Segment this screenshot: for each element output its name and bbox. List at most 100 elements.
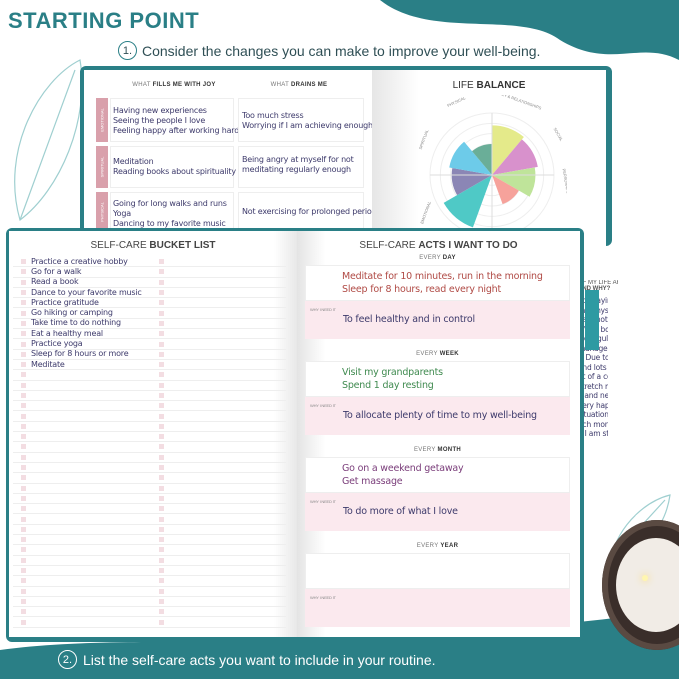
checkbox[interactable] bbox=[159, 331, 164, 337]
why-field[interactable]: WHY I NEED IT To allocate plenty of time … bbox=[305, 397, 570, 435]
checkbox[interactable] bbox=[21, 444, 26, 450]
checkbox[interactable] bbox=[21, 609, 26, 615]
checkbox[interactable] bbox=[21, 568, 26, 574]
acts-page: SELF-CARE ACTS I WANT TO DO EVERY DAY Me… bbox=[297, 231, 580, 637]
checkbox[interactable] bbox=[21, 465, 26, 471]
acts-section-year: EVERY YEAR WHY I NEED IT bbox=[305, 543, 570, 627]
why-field[interactable]: WHY I NEED IT To do more of what I love bbox=[305, 493, 570, 531]
checkbox[interactable] bbox=[159, 588, 164, 594]
checkbox[interactable] bbox=[159, 372, 164, 378]
checkbox[interactable] bbox=[159, 423, 164, 429]
bucket-list-row bbox=[13, 566, 153, 577]
checkbox[interactable] bbox=[159, 300, 164, 306]
bucket-list-item: Meditate bbox=[31, 359, 65, 369]
checkbox[interactable] bbox=[159, 578, 164, 584]
checkbox[interactable] bbox=[159, 609, 164, 615]
bucket-list-row bbox=[13, 370, 153, 381]
checkbox[interactable] bbox=[21, 310, 26, 316]
checkbox[interactable] bbox=[159, 310, 164, 316]
acts-field[interactable]: Visit my grandparents Spend 1 day restin… bbox=[305, 361, 570, 397]
joy-cell: Going for long walks and runs Yoga Danci… bbox=[110, 192, 234, 232]
bucket-list-row bbox=[13, 587, 153, 597]
checkbox[interactable] bbox=[21, 279, 26, 285]
checkbox[interactable] bbox=[159, 290, 164, 296]
bucket-list-row bbox=[151, 566, 286, 577]
joy-cell: Having new experiences Seeing the people… bbox=[110, 98, 239, 142]
checkbox[interactable] bbox=[21, 382, 26, 388]
checkbox[interactable] bbox=[159, 568, 164, 574]
checkbox[interactable] bbox=[159, 506, 164, 512]
checkbox[interactable] bbox=[21, 557, 26, 563]
checkbox[interactable] bbox=[159, 341, 164, 347]
checkbox[interactable] bbox=[159, 547, 164, 553]
checkbox[interactable] bbox=[21, 362, 26, 368]
checkbox[interactable] bbox=[159, 557, 164, 563]
checkbox[interactable] bbox=[159, 351, 164, 357]
checkbox[interactable] bbox=[159, 444, 164, 450]
bucket-list-column bbox=[151, 257, 286, 628]
checkbox[interactable] bbox=[21, 423, 26, 429]
checkbox[interactable] bbox=[159, 259, 164, 265]
checkbox[interactable] bbox=[159, 526, 164, 532]
checkbox[interactable] bbox=[159, 269, 164, 275]
checkbox[interactable] bbox=[21, 588, 26, 594]
checkbox[interactable] bbox=[159, 320, 164, 326]
checkbox[interactable] bbox=[159, 537, 164, 543]
bucket-list-row bbox=[13, 411, 153, 422]
checkbox[interactable] bbox=[159, 413, 164, 419]
checkbox[interactable] bbox=[21, 372, 26, 378]
bucket-list-row bbox=[151, 288, 286, 299]
checkbox[interactable] bbox=[21, 485, 26, 491]
checkbox[interactable] bbox=[159, 598, 164, 604]
checkbox[interactable] bbox=[159, 465, 164, 471]
checkbox[interactable] bbox=[159, 485, 164, 491]
checkbox[interactable] bbox=[159, 403, 164, 409]
checkbox[interactable] bbox=[21, 598, 26, 604]
checkbox[interactable] bbox=[21, 475, 26, 481]
checkbox[interactable] bbox=[21, 619, 26, 625]
checkbox[interactable] bbox=[21, 454, 26, 460]
bucket-list-row: Go hiking or camping bbox=[13, 308, 153, 319]
checkbox[interactable] bbox=[159, 495, 164, 501]
checkbox[interactable] bbox=[159, 279, 164, 285]
checkbox[interactable] bbox=[21, 547, 26, 553]
checkbox[interactable] bbox=[21, 413, 26, 419]
checkbox[interactable] bbox=[21, 526, 26, 532]
bucket-list-row bbox=[13, 432, 153, 443]
acts-field[interactable]: Go on a weekend getaway Get massage bbox=[305, 457, 570, 493]
checkbox[interactable] bbox=[159, 619, 164, 625]
bucket-list-row bbox=[151, 484, 286, 494]
checkbox[interactable] bbox=[21, 578, 26, 584]
bucket-list-item: Go hiking or camping bbox=[31, 308, 113, 318]
checkbox[interactable] bbox=[21, 320, 26, 326]
why-field[interactable]: WHY I NEED IT To feel healthy and in cont… bbox=[305, 301, 570, 339]
checkbox[interactable] bbox=[21, 341, 26, 347]
checkbox[interactable] bbox=[159, 475, 164, 481]
checkbox[interactable] bbox=[21, 259, 26, 265]
checkbox[interactable] bbox=[21, 351, 26, 357]
checkbox[interactable] bbox=[21, 331, 26, 337]
checkbox[interactable] bbox=[21, 516, 26, 522]
bucket-list-row bbox=[151, 319, 286, 330]
checkbox[interactable] bbox=[159, 382, 164, 388]
checkbox[interactable] bbox=[21, 506, 26, 512]
checkbox[interactable] bbox=[159, 393, 164, 398]
checkbox[interactable] bbox=[21, 300, 26, 306]
checkbox[interactable] bbox=[21, 393, 26, 398]
checkbox[interactable] bbox=[21, 495, 26, 501]
acts-field[interactable]: Meditate for 10 minutes, run in the morn… bbox=[305, 265, 570, 301]
checkbox[interactable] bbox=[21, 403, 26, 409]
life-balance-title: LIFE BALANCE bbox=[452, 80, 526, 91]
acts-field[interactable] bbox=[305, 553, 570, 589]
checkbox[interactable] bbox=[159, 516, 164, 522]
step-text: Consider the changes you can make to imp… bbox=[142, 42, 541, 59]
checkbox[interactable] bbox=[159, 362, 164, 368]
checkbox[interactable] bbox=[159, 454, 164, 460]
checkbox[interactable] bbox=[21, 434, 26, 440]
checkbox[interactable] bbox=[21, 290, 26, 296]
why-field[interactable]: WHY I NEED IT bbox=[305, 589, 570, 627]
wheel-label: SOCIAL bbox=[552, 127, 564, 143]
checkbox[interactable] bbox=[159, 434, 164, 440]
checkbox[interactable] bbox=[21, 269, 26, 275]
checkbox[interactable] bbox=[21, 537, 26, 543]
